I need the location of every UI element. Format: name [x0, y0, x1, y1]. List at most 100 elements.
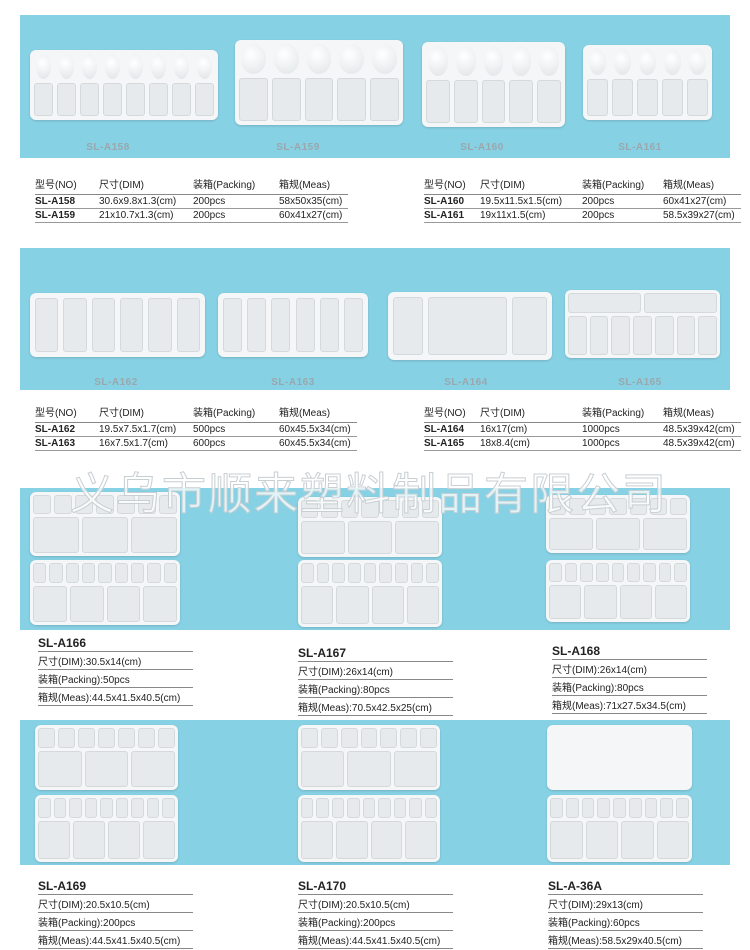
paint-well [34, 82, 53, 116]
paint-well [362, 798, 376, 819]
paint-well [381, 500, 399, 518]
paint-well [106, 585, 141, 622]
packing: 装箱(Packing):60pcs [548, 913, 703, 931]
paint-well [301, 500, 319, 518]
header-dim: 尺寸(DIM) [99, 175, 193, 195]
paint-well [120, 298, 144, 352]
paint-well [58, 728, 75, 748]
measurement: 箱规(Meas):71x27.5x34.5(cm) [552, 696, 707, 714]
paint-well [301, 586, 334, 624]
paint-well [63, 298, 87, 352]
paint-well [159, 495, 177, 515]
paint-well [405, 821, 437, 859]
paint-well [379, 563, 392, 584]
paint-well [453, 79, 478, 123]
cell-meas: 60x45.5x34(cm) [279, 422, 357, 437]
paint-well [654, 584, 687, 619]
paint-well [69, 585, 104, 622]
paint-well [38, 821, 70, 859]
paint-well [549, 518, 593, 550]
paint-well [420, 728, 437, 748]
paint-well [643, 563, 656, 582]
spec-table: 型号(NO) 尺寸(DIM) 装箱(Packing) 箱规(Meas) SL-A162 1… [35, 403, 357, 451]
palette-tray-image [218, 293, 368, 357]
paint-well [568, 316, 587, 355]
paint-well [426, 563, 439, 584]
product-label: SL-A158 [86, 142, 130, 153]
paint-well [568, 293, 641, 314]
header-meas: 箱规(Meas) [663, 403, 741, 423]
palette-tray-image [565, 290, 720, 358]
paint-well [587, 79, 608, 116]
product-card: SL-A167 尺寸(DIM):26x14(cm) 装箱(Packing):80… [298, 646, 453, 716]
paint-well [619, 584, 652, 619]
paint-well [393, 798, 407, 819]
paint-well [481, 79, 506, 123]
paint-well [337, 77, 367, 121]
paint-well [163, 563, 177, 583]
dimension: 尺寸(DIM):29x13(cm) [548, 895, 703, 913]
paint-well [73, 821, 105, 859]
header-no: 型号(NO) [35, 175, 99, 195]
cell-dim: 16x7.5x1.7(cm) [99, 436, 193, 451]
palette-tray-image [235, 40, 403, 125]
cell-dim: 19.5x7.5x1.7(cm) [99, 422, 193, 437]
paint-well [301, 821, 333, 859]
table-row: SL-A159 21x10.7x1.3(cm) 200pcs 60x41x27(cm) [35, 208, 349, 223]
paint-cup [36, 54, 51, 79]
paint-cup [59, 54, 74, 79]
paint-well [348, 563, 361, 584]
paint-well [336, 586, 369, 624]
model-number: SL-A169 [38, 879, 193, 895]
paint-well [82, 517, 128, 553]
cell-dim: 19.5x11.5x1.5(cm) [480, 194, 582, 209]
paint-well [115, 798, 129, 819]
packing: 装箱(Packing):200pcs [38, 913, 193, 931]
paint-well [82, 563, 96, 583]
paint-well [656, 821, 689, 859]
paint-well [332, 563, 345, 584]
paint-well [550, 821, 583, 859]
palette-tray-image [298, 560, 442, 627]
measurement: 箱规(Meas):58.5x29x40.5(cm) [548, 931, 703, 949]
palette-tray-image [546, 495, 690, 553]
paint-well [54, 495, 72, 515]
cell-packing: 200pcs [582, 194, 663, 209]
paint-well [316, 563, 330, 584]
paint-well [549, 563, 562, 582]
paint-well [393, 750, 437, 787]
paint-well [687, 79, 708, 116]
paint-well [162, 798, 175, 819]
paint-well [589, 316, 609, 355]
paint-well [406, 586, 439, 624]
palette-tray-image [35, 725, 178, 790]
paint-cup [689, 49, 706, 76]
cell-no: SL-A161 [424, 208, 480, 223]
paint-well [348, 521, 392, 554]
paint-well [33, 517, 79, 553]
paint-well [633, 316, 652, 355]
paint-well [644, 293, 717, 314]
paint-cup [428, 46, 448, 76]
paint-well [158, 728, 175, 748]
paint-cup [372, 44, 397, 74]
paint-well [643, 518, 687, 550]
cell-dim: 18x8.4(cm) [480, 436, 582, 451]
paint-well [393, 297, 423, 355]
paint-well [75, 495, 93, 515]
paint-well [549, 584, 582, 619]
product-card: SL-A168 尺寸(DIM):26x14(cm) 装箱(Packing):80… [552, 644, 707, 714]
paint-well [149, 82, 168, 116]
table-row: SL-A164 16x17(cm) 1000pcs 48.5x39x42(cm) [424, 422, 741, 437]
paint-well [84, 798, 98, 819]
paint-cup [339, 44, 365, 74]
paint-well [49, 563, 63, 583]
paint-well [674, 563, 687, 582]
paint-well [621, 821, 654, 859]
header-dim: 尺寸(DIM) [99, 403, 193, 423]
paint-well [627, 563, 640, 582]
paint-well [361, 500, 379, 518]
spec-table: 型号(NO) 尺寸(DIM) 装箱(Packing) 箱规(Meas) SL-A158 3… [35, 175, 349, 223]
paint-cup [241, 44, 266, 74]
model-number: SL-A168 [552, 644, 707, 660]
